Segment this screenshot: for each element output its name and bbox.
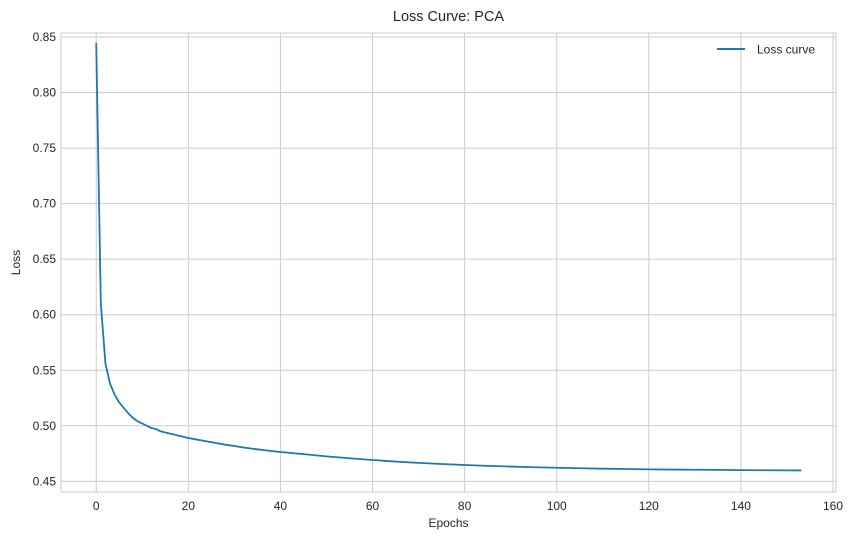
- y-tick-label: 0.65: [33, 252, 57, 266]
- loss-curve-line: [95, 42, 802, 472]
- x-tick-label: 140: [731, 499, 751, 513]
- axes-frame: [60, 32, 837, 493]
- y-tick-label: 0.85: [33, 30, 57, 44]
- y-tick-label: 0.75: [33, 141, 57, 155]
- x-tick-label: 160: [823, 499, 843, 513]
- y-axis-ticks: 0.45 0.50 0.55 0.60 0.65 0.70 0.75 0.80 0.85: [33, 30, 57, 488]
- y-tick-label: 0.50: [33, 419, 57, 433]
- y-tick-label: 0.55: [33, 363, 57, 377]
- x-axis-ticks: 0 20 40 60 80 100 120 140 160: [93, 499, 843, 513]
- legend-label: Loss curve: [757, 43, 815, 57]
- y-tick-label: 0.60: [33, 308, 57, 322]
- x-tick-label: 60: [366, 499, 380, 513]
- y-tick-label: 0.80: [33, 86, 57, 100]
- x-tick-label: 120: [639, 499, 659, 513]
- x-tick-label: 80: [458, 499, 472, 513]
- grid: [61, 33, 836, 492]
- x-tick-label: 0: [93, 499, 100, 513]
- series-layer: [95, 42, 802, 472]
- y-axis-label: Loss: [9, 250, 23, 275]
- y-tick-label: 0.45: [33, 474, 57, 488]
- x-tick-label: 100: [547, 499, 567, 513]
- y-tick-label: 0.70: [33, 197, 57, 211]
- x-tick-label: 20: [182, 499, 196, 513]
- chart-title: Loss Curve: PCA: [393, 9, 505, 25]
- x-axis-label: Epochs: [428, 516, 468, 530]
- x-tick-label: 40: [274, 499, 288, 513]
- legend: Loss curve: [717, 43, 815, 57]
